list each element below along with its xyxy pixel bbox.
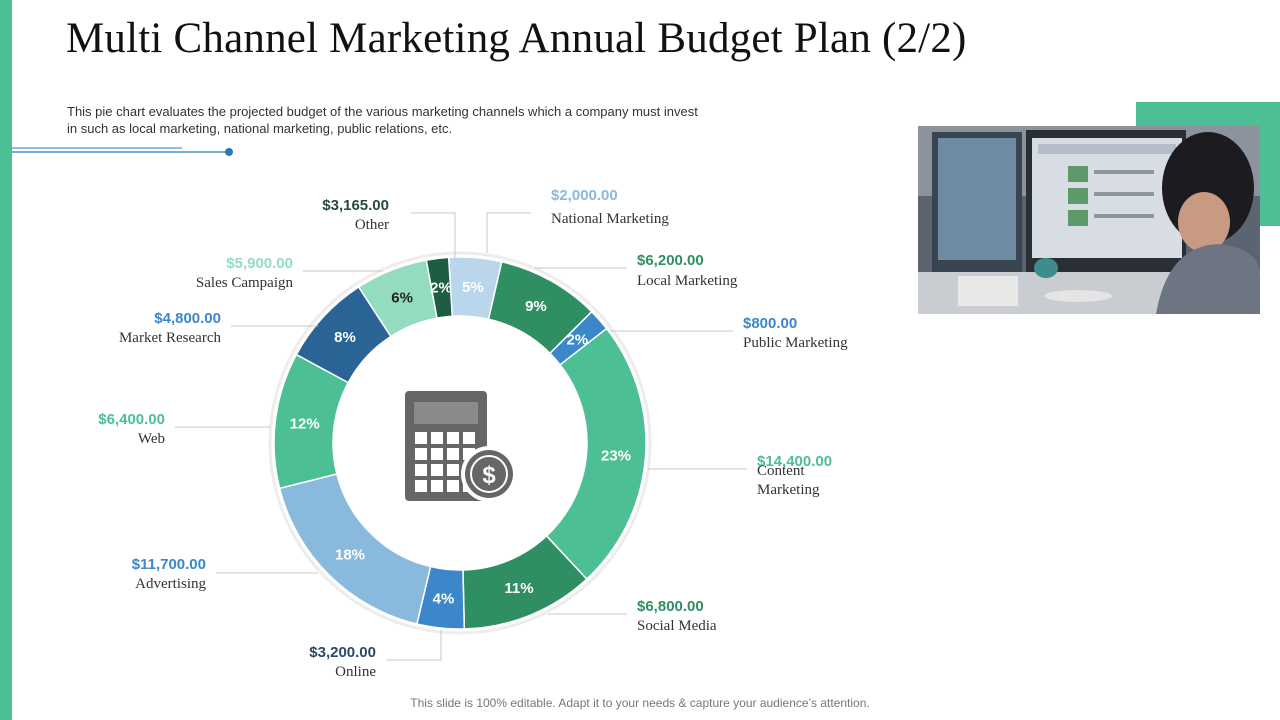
slice-percent-sales-campaign: 6% bbox=[391, 290, 413, 307]
value-label-web: $6,400.00 bbox=[98, 411, 165, 428]
calculator-dollar-icon: $ bbox=[405, 391, 517, 502]
category-label-content-marketing: Content Marketing bbox=[757, 463, 820, 498]
category-label-sales-campaign: Sales Campaign bbox=[196, 275, 294, 291]
value-label-online: $3,200.00 bbox=[309, 644, 376, 661]
category-label-social-media: Social Media bbox=[637, 618, 717, 634]
value-label-local-marketing: $6,200.00 bbox=[637, 252, 704, 269]
value-label-advertising: $11,700.00 bbox=[132, 556, 206, 573]
left-accent-bar bbox=[0, 0, 12, 720]
value-label-market-research: $4,800.00 bbox=[154, 310, 221, 327]
value-label-content-marketing: $14,400.00 bbox=[757, 453, 832, 470]
slice-percent-public-marketing: 2% bbox=[566, 331, 588, 348]
value-label-other: $3,165.00 bbox=[322, 197, 389, 214]
office-photo bbox=[918, 126, 1260, 314]
decorative-rule bbox=[12, 147, 233, 156]
description-text: This pie chart evaluates the projected b… bbox=[67, 104, 698, 136]
slice-percent-market-research: 8% bbox=[334, 329, 356, 346]
footer-note: This slide is 100% editable. Adapt it to… bbox=[410, 696, 870, 710]
value-label-national-marketing: $2,000.00 bbox=[551, 187, 618, 204]
category-label-online: Online bbox=[335, 664, 376, 680]
value-label-sales-campaign: $5,900.00 bbox=[226, 255, 293, 272]
slice-percent-social-media: 11% bbox=[504, 580, 533, 597]
svg-text:$: $ bbox=[482, 462, 496, 489]
leader-line-national-marketing bbox=[486, 212, 531, 253]
category-label-advertising: Advertising bbox=[135, 576, 206, 592]
category-label-web: Web bbox=[138, 431, 165, 447]
category-label-local-marketing: Local Marketing bbox=[637, 273, 738, 289]
slice-other bbox=[425, 256, 454, 319]
slice-percent-local-marketing: 9% bbox=[525, 298, 547, 315]
leader-line-online bbox=[386, 630, 442, 661]
donut-halo bbox=[268, 251, 652, 635]
slice-percent-online: 4% bbox=[433, 591, 455, 608]
value-label-public-marketing: $800.00 bbox=[743, 315, 797, 332]
slice-percent-web: 12% bbox=[290, 416, 320, 433]
category-label-national-marketing: National Marketing bbox=[551, 211, 669, 227]
leader-line-other bbox=[411, 212, 456, 260]
slice-content-marketing bbox=[545, 327, 647, 581]
slice-percent-advertising: 18% bbox=[335, 546, 365, 563]
category-label-market-research: Market Research bbox=[119, 330, 222, 346]
category-label-public-marketing: Public Marketing bbox=[743, 335, 848, 351]
page-title: Multi Channel Marketing Annual Budget Pl… bbox=[66, 15, 967, 62]
slice-percent-other: 2% bbox=[430, 280, 452, 297]
slice-percent-national-marketing: 5% bbox=[462, 279, 484, 296]
category-label-other: Other bbox=[355, 217, 389, 233]
value-label-social-media: $6,800.00 bbox=[637, 598, 704, 615]
slice-percent-content-marketing: 23% bbox=[601, 447, 631, 464]
